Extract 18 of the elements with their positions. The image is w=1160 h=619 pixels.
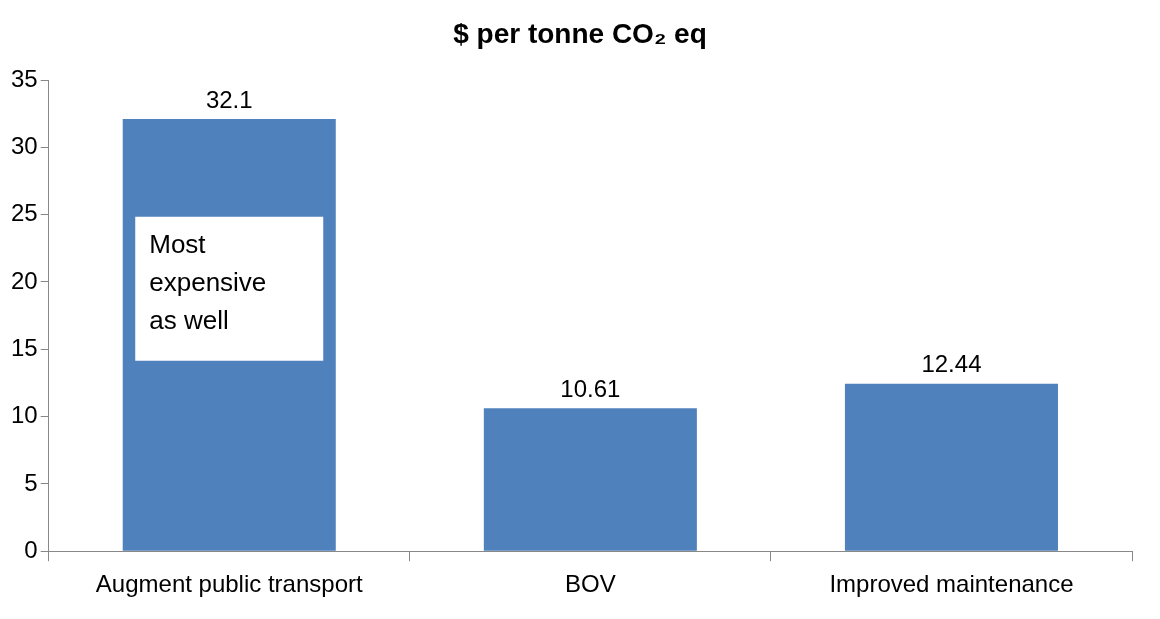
y-tick-label: 20 — [10, 266, 38, 294]
data-label: 12.44 — [921, 350, 982, 378]
y-tick-label: 5 — [24, 468, 38, 496]
bar — [844, 383, 1058, 551]
x-tick-label: BOV — [565, 570, 616, 598]
y-tick-label: 0 — [24, 535, 38, 563]
chart-title: $ per tonne CO₂ eq — [452, 17, 708, 51]
y-tick-label: 30 — [10, 131, 38, 159]
y-tick-label: 25 — [10, 199, 38, 227]
y-tick-label: 35 — [10, 64, 38, 92]
y-tick-label: 10 — [10, 401, 38, 429]
data-label: 10.61 — [560, 374, 621, 402]
data-label: 32.1 — [205, 85, 253, 113]
y-tick-label: 15 — [10, 333, 38, 361]
bar — [483, 408, 697, 551]
x-tick-label: Improved maintenance — [829, 570, 1074, 598]
x-tick-label: Augment public transport — [95, 570, 363, 598]
annotation: Most expensive as well — [149, 228, 267, 335]
